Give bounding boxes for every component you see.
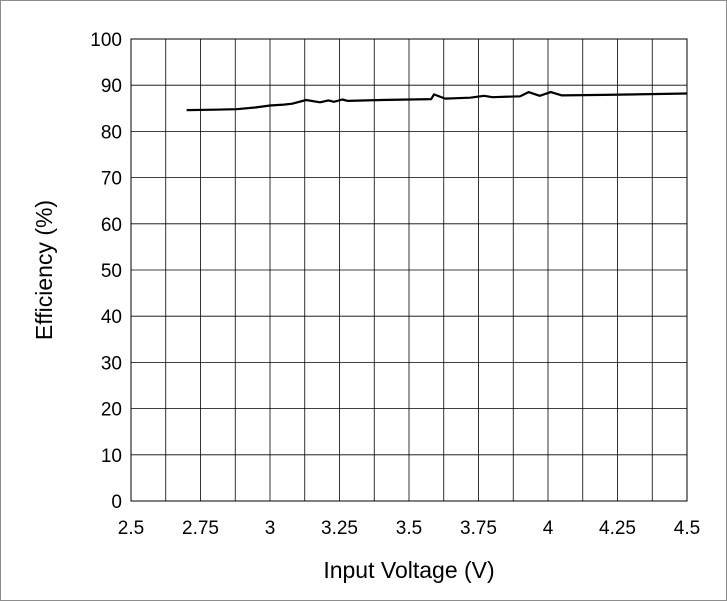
y-tick-label: 40	[101, 307, 122, 328]
grid-lines	[131, 39, 687, 501]
y-axis-title: Efficiency (%)	[31, 200, 57, 340]
y-tick-label: 100	[90, 30, 122, 51]
plot-area	[130, 38, 688, 502]
x-tick-label: 3	[265, 518, 276, 539]
y-tick-label: 80	[101, 122, 122, 143]
x-tick-label: 3.5	[396, 518, 422, 539]
y-tick-label: 70	[101, 169, 122, 190]
x-tick-label: 4.5	[674, 518, 700, 539]
x-tick-label: 3.25	[321, 518, 358, 539]
x-tick-label: 3.75	[460, 518, 497, 539]
y-tick-label: 20	[101, 400, 122, 421]
y-tick-label: 10	[101, 446, 122, 467]
efficiency-series-line	[186, 90, 688, 112]
x-tick-label: 2.5	[118, 518, 144, 539]
x-tick-label: 2.75	[182, 518, 219, 539]
x-tick-label: 4	[543, 518, 554, 539]
y-tick-label: 50	[101, 261, 122, 282]
y-tick-label: 60	[101, 215, 122, 236]
y-tick-label: 0	[111, 492, 122, 513]
y-tick-label: 30	[101, 353, 122, 374]
x-tick-label: 4.25	[599, 518, 636, 539]
y-tick-label: 90	[101, 76, 122, 97]
x-axis-title: Input Voltage (V)	[323, 557, 494, 583]
x-axis-tick-labels: 2.5 2.75 3 3.25 3.5 3.75 4 4.25 4.5	[118, 518, 700, 539]
y-axis-tick-labels: 0 10 20 30 40 50 60 70 80 90 100	[90, 30, 122, 513]
